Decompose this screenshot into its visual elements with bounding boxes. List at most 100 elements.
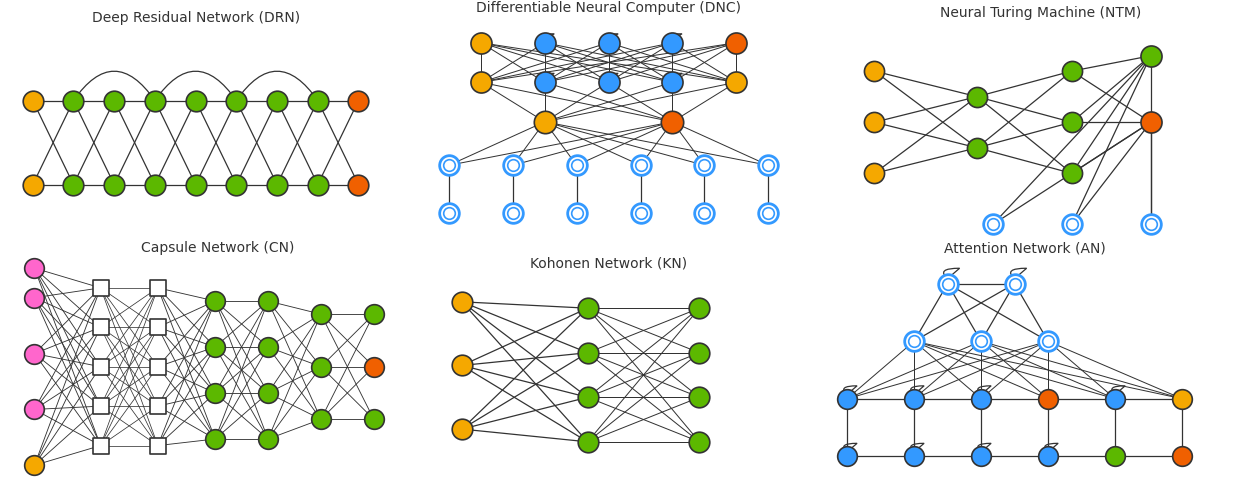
Point [503, 162, 523, 170]
Point [148, 324, 168, 332]
Point [837, 395, 857, 403]
Point [364, 310, 384, 318]
Point [503, 209, 523, 217]
Point [689, 438, 709, 446]
Point [148, 442, 168, 450]
Point [1140, 220, 1160, 228]
Point [91, 284, 111, 292]
Point [1172, 452, 1192, 460]
Point [566, 209, 586, 217]
Point [1105, 452, 1125, 460]
Point [599, 38, 619, 46]
Point [471, 38, 491, 46]
Point [971, 395, 991, 403]
Point [1062, 220, 1082, 228]
Point [535, 118, 555, 126]
Point [1062, 170, 1082, 177]
Point [438, 162, 458, 170]
Point [258, 435, 278, 443]
Point [452, 298, 472, 306]
Point [578, 304, 597, 312]
Point [864, 67, 884, 75]
Point [578, 348, 597, 356]
Point [310, 310, 330, 318]
Point [1062, 118, 1082, 126]
Point [104, 96, 124, 104]
Point [662, 118, 682, 126]
Point [1005, 280, 1025, 288]
Point [349, 180, 369, 188]
Point [25, 462, 45, 469]
Point [91, 324, 111, 332]
Point [904, 337, 924, 345]
Point [25, 294, 45, 302]
Point [631, 162, 651, 170]
Point [1038, 452, 1058, 460]
Point [968, 144, 987, 152]
Point [578, 438, 597, 446]
Point [631, 162, 651, 170]
Point [759, 209, 779, 217]
Point [25, 406, 45, 413]
Point [205, 389, 225, 397]
Point [938, 280, 958, 288]
Point [145, 96, 165, 104]
Point [837, 452, 857, 460]
Point [1038, 337, 1058, 345]
Point [566, 162, 586, 170]
Title: Attention Network (AN): Attention Network (AN) [944, 241, 1105, 255]
Point [727, 78, 746, 86]
Point [364, 416, 384, 424]
Point [1140, 52, 1160, 60]
Point [971, 337, 991, 345]
Point [971, 337, 991, 345]
Point [471, 78, 491, 86]
Point [310, 362, 330, 370]
Title: Capsule Network (CN): Capsule Network (CN) [140, 241, 294, 255]
Point [438, 209, 458, 217]
Point [1062, 67, 1082, 75]
Point [205, 297, 225, 305]
Point [982, 220, 1002, 228]
Point [258, 297, 278, 305]
Point [258, 343, 278, 351]
Point [938, 280, 958, 288]
Point [1005, 280, 1025, 288]
Point [982, 220, 1002, 228]
Point [566, 209, 586, 217]
Point [226, 180, 246, 188]
Point [759, 162, 779, 170]
Point [631, 209, 651, 217]
Point [694, 209, 714, 217]
Title: Neural Turing Machine (NTM): Neural Turing Machine (NTM) [939, 6, 1141, 20]
Point [104, 180, 124, 188]
Point [205, 343, 225, 351]
Point [1172, 395, 1192, 403]
Point [904, 337, 924, 345]
Point [438, 209, 458, 217]
Point [694, 162, 714, 170]
Point [267, 180, 287, 188]
Point [185, 96, 205, 104]
Point [1105, 395, 1125, 403]
Title: Deep Residual Network (DRN): Deep Residual Network (DRN) [92, 11, 299, 25]
Point [689, 304, 709, 312]
Point [1140, 118, 1160, 126]
Point [662, 78, 682, 86]
Point [535, 78, 555, 86]
Point [904, 452, 924, 460]
Point [662, 38, 682, 46]
Point [226, 96, 246, 104]
Point [452, 362, 472, 370]
Point [694, 162, 714, 170]
Point [308, 180, 328, 188]
Point [438, 162, 458, 170]
Point [759, 162, 779, 170]
Point [308, 96, 328, 104]
Point [22, 180, 42, 188]
Point [904, 395, 924, 403]
Point [258, 389, 278, 397]
Point [267, 96, 287, 104]
Point [349, 96, 369, 104]
Point [1140, 220, 1160, 228]
